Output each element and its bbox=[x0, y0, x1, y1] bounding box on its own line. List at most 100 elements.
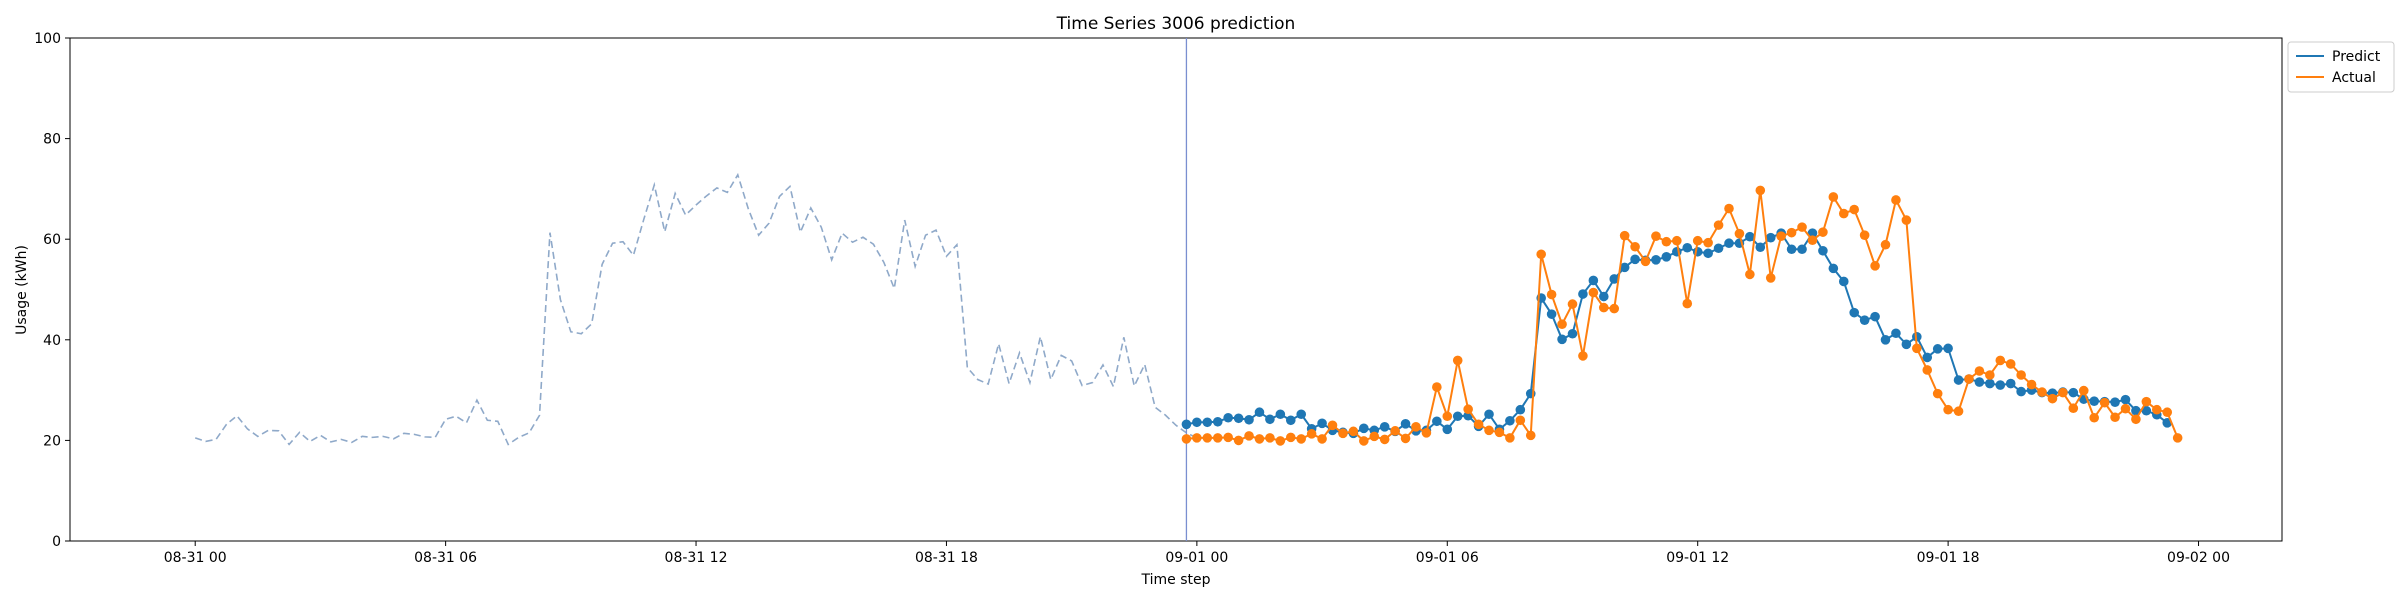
actual-data-point bbox=[1974, 366, 1985, 376]
actual-data-point bbox=[1870, 261, 1880, 271]
actual-data-point bbox=[2068, 403, 2079, 414]
predict-data-point bbox=[1828, 263, 1839, 274]
actual-data-point bbox=[1233, 435, 1244, 446]
y-tick-label: 0 bbox=[52, 534, 61, 550]
x-tick-label: 09-01 06 bbox=[1416, 550, 1479, 566]
actual-data-point bbox=[1390, 426, 1400, 436]
legend: Predict Actual bbox=[2287, 41, 2395, 93]
actual-data-point bbox=[1421, 428, 1432, 438]
actual-data-point bbox=[1515, 415, 1526, 426]
predict-data-point bbox=[1630, 254, 1640, 265]
actual-data-point bbox=[1181, 434, 1192, 444]
actual-data-point bbox=[1254, 434, 1265, 444]
actual-data-point bbox=[1838, 208, 1849, 219]
predict-data-point bbox=[1651, 255, 1661, 265]
predict-data-point bbox=[2120, 394, 2131, 405]
actual-data-point bbox=[1964, 374, 1974, 384]
predict-data-point bbox=[1567, 328, 1578, 339]
predict-data-point bbox=[1807, 228, 1818, 238]
predict-data-point bbox=[1859, 315, 1870, 325]
actual-data-point bbox=[1598, 302, 1609, 313]
predict-data-point bbox=[1181, 419, 1192, 430]
actual-data-point bbox=[1912, 343, 1922, 354]
x-tick-label: 09-01 00 bbox=[1165, 550, 1228, 566]
predict-data-point bbox=[1275, 409, 1286, 420]
actual-data-point bbox=[1734, 228, 1745, 239]
predict-data-point bbox=[1400, 419, 1411, 429]
actual-data-point bbox=[1932, 388, 1943, 399]
predict-data-point bbox=[1974, 377, 1985, 387]
predict-data-point bbox=[1244, 414, 1254, 425]
predict-data-point bbox=[1609, 274, 1620, 284]
actual-data-point bbox=[1849, 204, 1860, 215]
actual-data-point bbox=[1536, 249, 1546, 260]
predict-data-point bbox=[2110, 397, 2120, 407]
actual-data-point bbox=[2099, 397, 2110, 408]
actual-data-point bbox=[1338, 428, 1348, 439]
actual-data-point bbox=[1348, 426, 1359, 437]
actual-data-point bbox=[1546, 289, 1557, 300]
predict-data-point bbox=[1546, 309, 1557, 319]
actual-data-point bbox=[1202, 433, 1213, 443]
x-axis-label: Time step bbox=[1141, 572, 1211, 588]
predict-data-point bbox=[1557, 334, 1567, 345]
x-tick-label: 09-02 00 bbox=[2167, 550, 2230, 566]
predict-data-point bbox=[2068, 387, 2079, 398]
predict-data-point bbox=[2005, 378, 2016, 389]
predict-data-point bbox=[1703, 248, 1713, 259]
actual-data-point bbox=[1285, 432, 1296, 443]
predict-data-point bbox=[1515, 404, 1526, 415]
actual-data-point bbox=[1525, 430, 1536, 441]
actual-data-point bbox=[1818, 227, 1828, 237]
predict-data-point bbox=[1932, 344, 1943, 354]
actual-data-point bbox=[1557, 319, 1567, 330]
actual-data-point bbox=[1400, 433, 1411, 444]
actual-data-point bbox=[2141, 396, 2152, 407]
y-tick-label: 60 bbox=[43, 232, 61, 248]
actual-data-point bbox=[2078, 385, 2089, 396]
predict-data-point bbox=[1922, 352, 1933, 363]
predict-data-point bbox=[2131, 405, 2141, 416]
actual-data-point bbox=[1922, 365, 1933, 375]
predict-data-point bbox=[1578, 289, 1588, 299]
actual-data-point bbox=[1473, 419, 1484, 430]
predict-data-point bbox=[1891, 328, 1901, 339]
x-tick-label: 08-31 06 bbox=[414, 550, 477, 566]
predict-data-point bbox=[1995, 380, 2006, 390]
predict-data-point bbox=[2089, 396, 2099, 406]
predict-data-point bbox=[1192, 417, 1202, 428]
actual-data-point bbox=[1630, 241, 1640, 252]
actual-data-point bbox=[1765, 273, 1776, 283]
actual-data-point bbox=[2016, 370, 2026, 380]
x-tick-label: 08-31 12 bbox=[665, 550, 728, 566]
x-tick-label: 08-31 00 bbox=[164, 550, 227, 566]
predict-data-point bbox=[1233, 413, 1244, 424]
actual-data-point bbox=[1484, 425, 1494, 436]
actual-data-point bbox=[1578, 351, 1588, 361]
actual-data-point bbox=[2026, 379, 2037, 390]
actual-data-point bbox=[1995, 355, 2006, 366]
predict-data-point bbox=[1505, 415, 1515, 426]
predict-data-point bbox=[1223, 412, 1233, 423]
predict-data-point bbox=[1432, 416, 1442, 427]
actual-data-point bbox=[1943, 404, 1953, 415]
predict-data-point bbox=[1682, 242, 1693, 253]
predict-data-point bbox=[1359, 423, 1369, 434]
actual-data-point bbox=[2120, 403, 2131, 414]
actual-data-point bbox=[1880, 239, 1891, 250]
predict-data-point bbox=[1724, 238, 1734, 249]
actual-data-point bbox=[2037, 387, 2047, 397]
actual-data-point bbox=[1713, 220, 1724, 230]
actual-data-point bbox=[1452, 355, 1463, 366]
actual-data-point bbox=[1985, 370, 1995, 380]
x-tick-label: 09-01 12 bbox=[1666, 550, 1729, 566]
predict-data-point bbox=[1598, 291, 1609, 302]
plot-area: 0 20 40 60 80 100 08-31 00 08-31 06 08-31 12 08-3… bbox=[34, 31, 2283, 566]
actual-data-point bbox=[1244, 431, 1254, 441]
predict-data-point bbox=[1254, 407, 1265, 418]
actual-data-point bbox=[1891, 195, 1901, 205]
predict-data-point bbox=[1818, 245, 1828, 256]
actual-data-point bbox=[1786, 227, 1797, 238]
actual-data-point bbox=[1692, 235, 1703, 246]
